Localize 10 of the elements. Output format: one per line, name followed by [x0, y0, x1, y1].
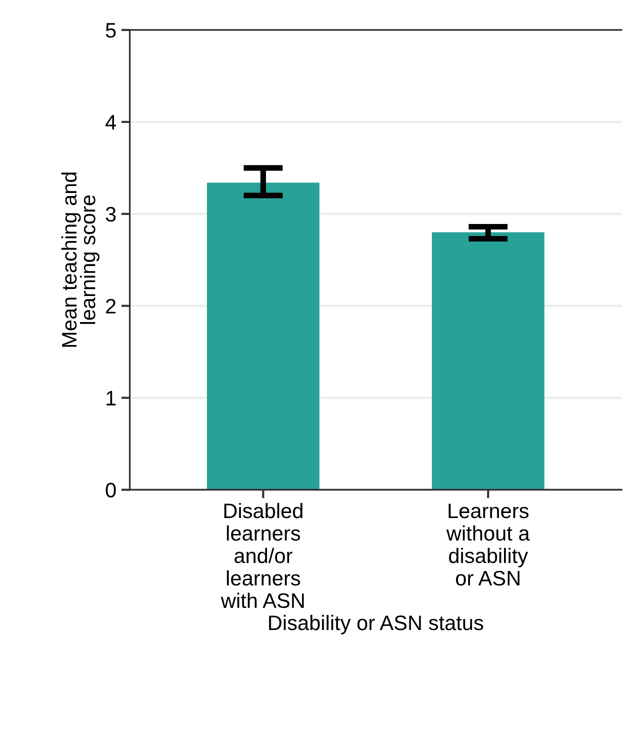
x-tick-label: Learners without a disability or ASN [446, 504, 530, 586]
y-tick-label: 3 [106, 206, 116, 222]
x-tick-label: Disabled learners and/or learners with ASN [220, 502, 304, 608]
y-tick-label: 2 [106, 298, 116, 314]
y-tick-label: 0 [106, 482, 116, 498]
y-tick-label: 1 [106, 391, 116, 406]
y-tick-label: 5 [106, 23, 116, 38]
x-axis-title: Disability or ASN status [269, 614, 484, 634]
y-axis-title: Mean teaching and learning score [61, 172, 100, 347]
y-tick-label: 4 [105, 115, 116, 130]
